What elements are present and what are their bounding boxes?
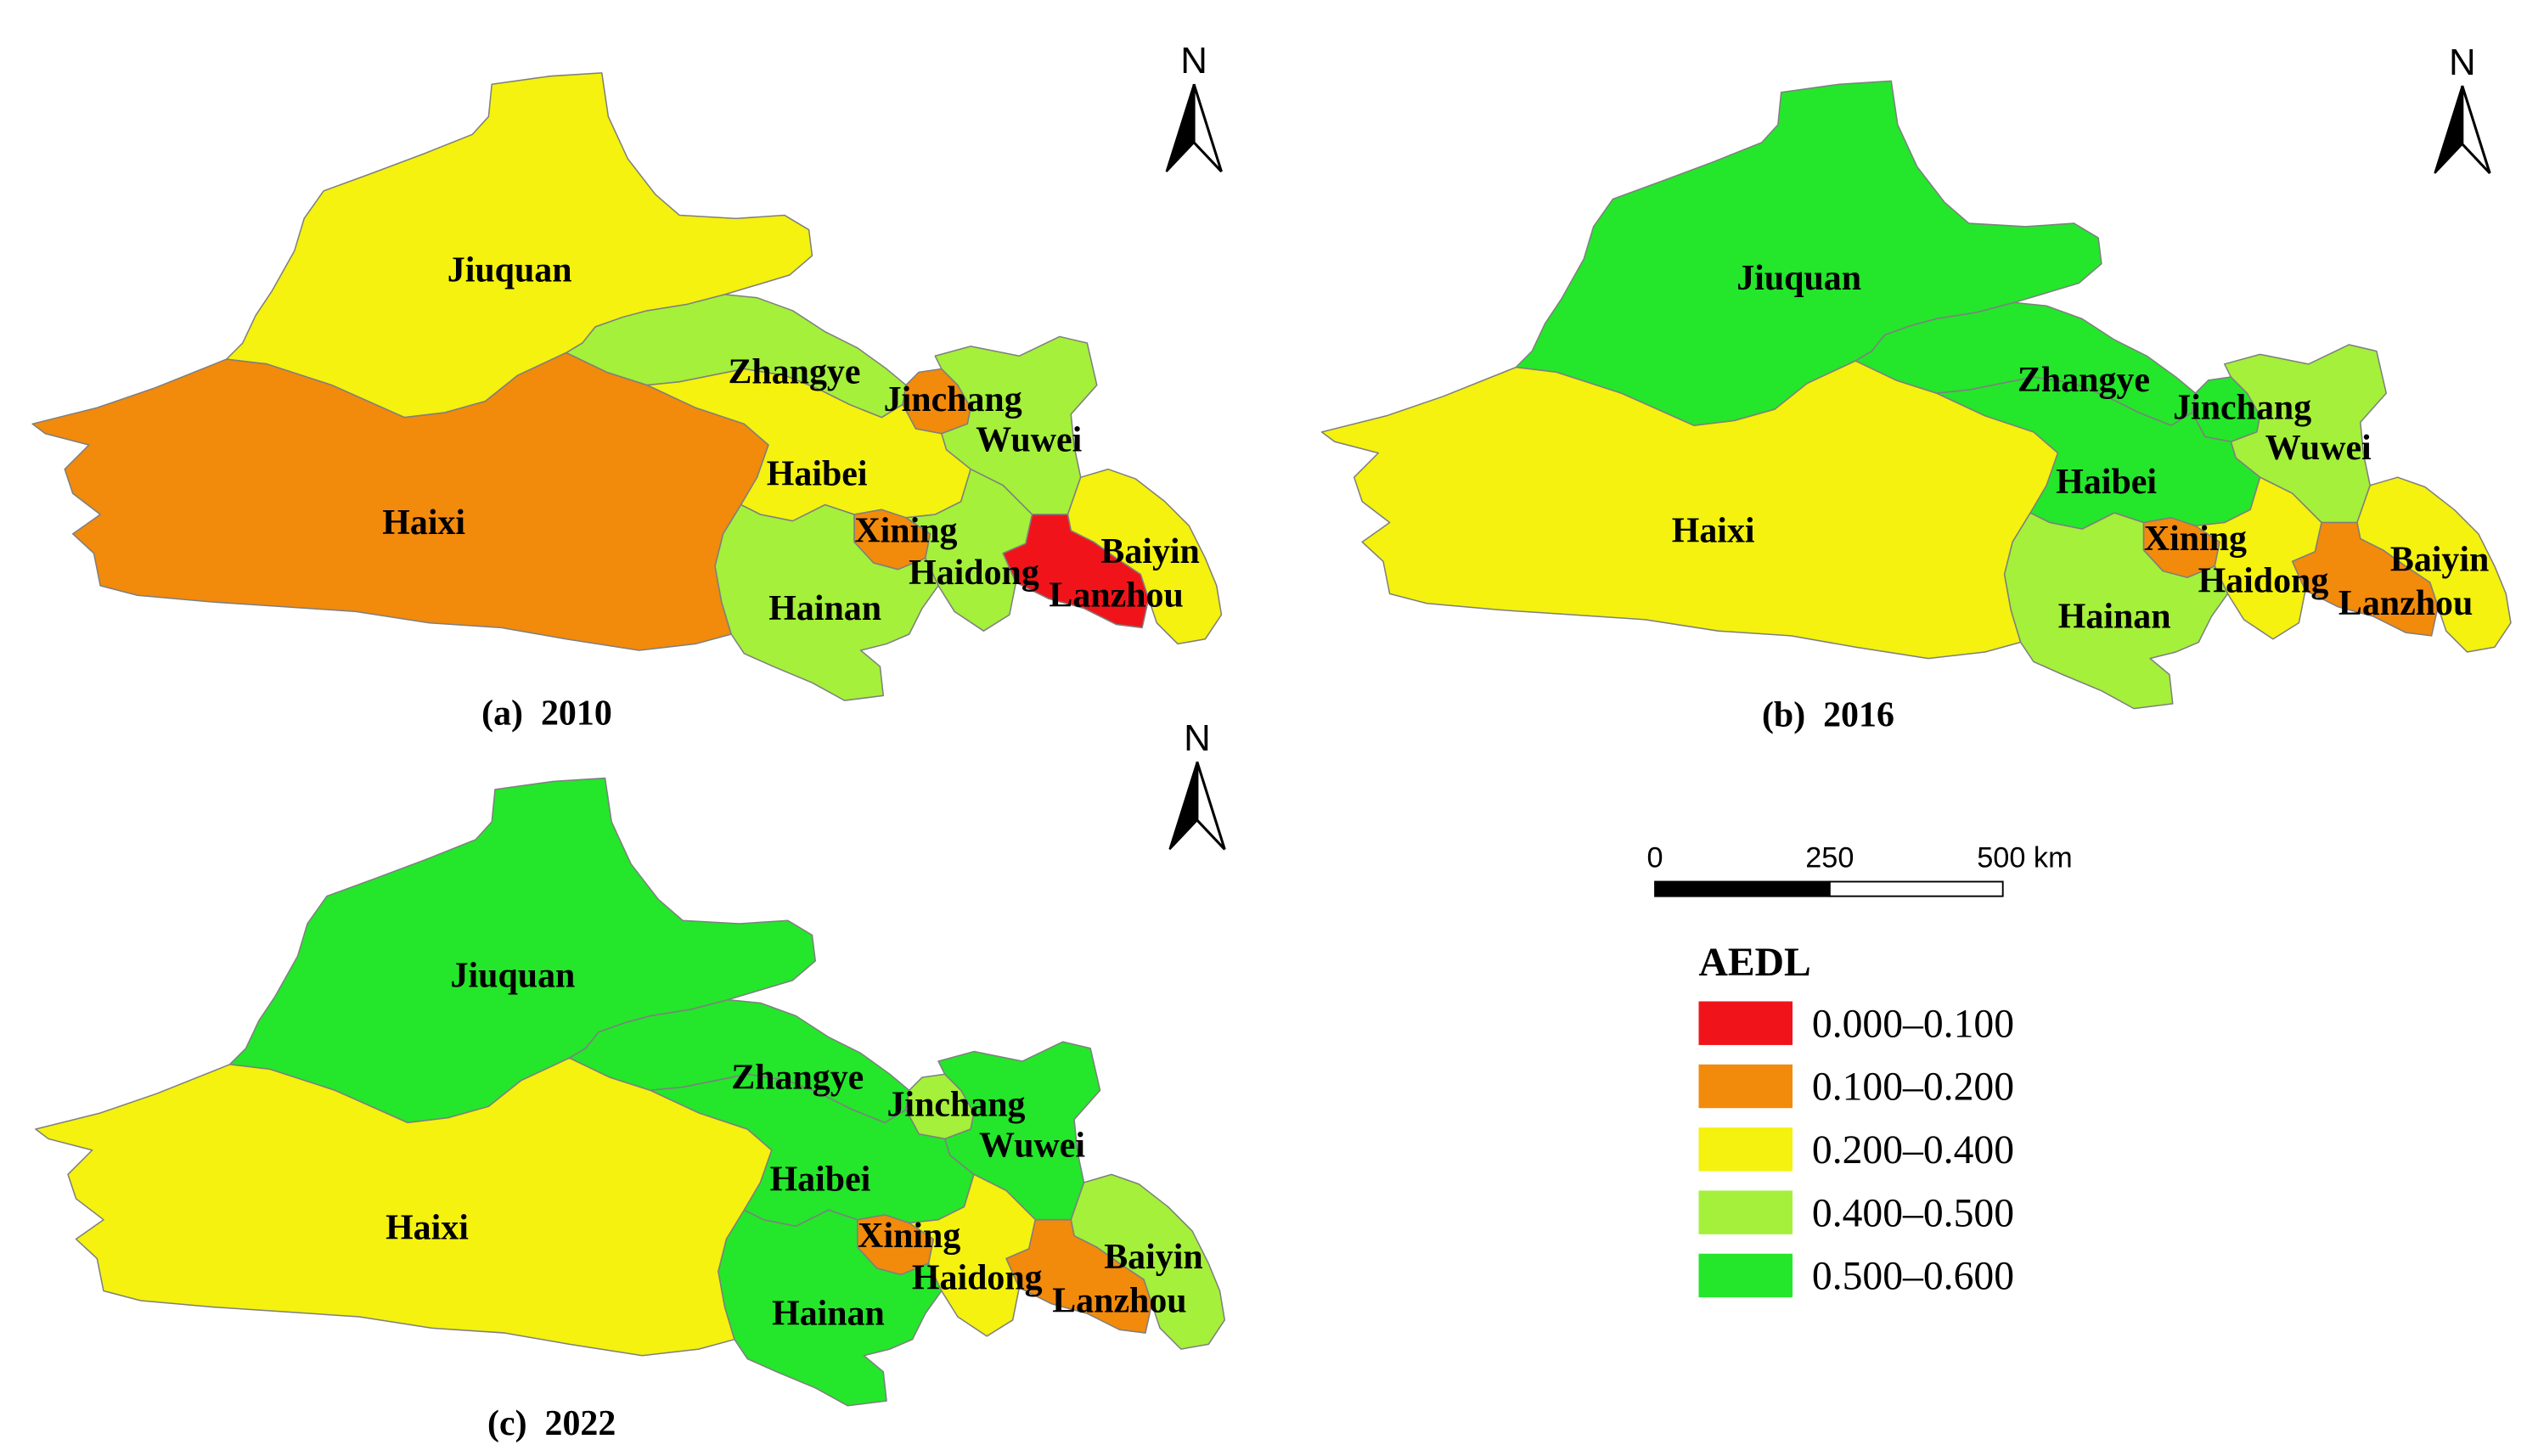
legend-label: 0.000–0.100: [1812, 1002, 2014, 1046]
scale-bar-white-segment: [1828, 880, 2004, 897]
region-lanzhou: [1002, 514, 1150, 629]
region-label-xining: Xining: [2144, 520, 2247, 559]
region-label-wuwei: Wuwei: [979, 1126, 1085, 1165]
region-label-zhangye: Zhangye: [728, 353, 860, 392]
region-label-jinchang: Jinchang: [886, 1086, 1025, 1125]
legend-label: 0.500–0.600: [1812, 1255, 2014, 1299]
region-lanzhou: [1005, 1218, 1153, 1334]
north-arrow-right-half: [1196, 762, 1226, 851]
legend-items: 0.000–0.100 0.100–0.200 0.200–0.400 0.400–0…: [1698, 1001, 2014, 1299]
scale-tick-label-500-km: 500 km: [1977, 841, 2072, 874]
scale-tick-label-0: 0: [1647, 841, 1663, 874]
region-label-haibei: Haibei: [770, 1160, 871, 1199]
map-panels: JiuquanHaixiZhangyeJinchangWuweiHaibeiXi…: [31, 40, 2512, 1443]
region-label-haixi: Haixi: [382, 503, 465, 542]
north-label: N: [1184, 717, 1211, 759]
legend-label: 0.200–0.400: [1812, 1128, 2014, 1172]
legend-title: AEDL: [1699, 941, 1811, 985]
panel-caption: (c) 2022: [487, 1404, 616, 1443]
panel-caption: (a) 2010: [481, 694, 612, 734]
legend-item: 0.400–0.500: [1698, 1190, 2014, 1235]
legend-swatch: [1698, 1127, 1793, 1172]
region-polygons: [35, 777, 1226, 1407]
legend-item: 0.200–0.400: [1698, 1127, 2014, 1172]
region-polygons: [1320, 80, 2512, 710]
region-label-hainan: Hainan: [2058, 597, 2171, 636]
region-label-haidong: Haidong: [909, 554, 1039, 593]
legend-swatch: [1698, 1253, 1793, 1298]
region-hainan: [714, 503, 939, 701]
north-arrow-icon: N: [1168, 717, 1226, 851]
legend: AEDL 0.000–0.1000.100–0.2000.200–0.4000.…: [1698, 941, 2014, 1299]
region-label-haidong: Haidong: [912, 1259, 1043, 1298]
region-label-jiuquan: Jiuquan: [447, 251, 572, 290]
legend-item: 0.500–0.600: [1698, 1253, 2014, 1299]
legend-swatch: [1698, 1001, 1793, 1045]
region-label-baiyin: Baiyin: [1104, 1238, 1202, 1277]
region-polygons: [31, 72, 1223, 701]
region-label-wuwei: Wuwei: [2265, 429, 2372, 468]
region-label-haixi: Haixi: [386, 1209, 469, 1248]
region-label-xining: Xining: [858, 1217, 960, 1256]
scale-bar-black-segment: [1654, 880, 1831, 897]
legend-swatch: [1698, 1064, 1793, 1109]
region-label-hainan: Hainan: [772, 1295, 885, 1334]
region-label-xining: Xining: [854, 511, 957, 550]
region-label-haidong: Haidong: [2198, 561, 2329, 600]
legend-item: 0.100–0.200: [1698, 1064, 2014, 1110]
north-label: N: [1180, 40, 1207, 82]
region-label-baiyin: Baiyin: [2390, 541, 2489, 580]
region-label-lanzhou: Lanzhou: [1049, 576, 1183, 616]
legend-swatch: [1698, 1190, 1793, 1234]
legend-item: 0.000–0.100: [1698, 1001, 2014, 1046]
region-label-jiuquan: Jiuquan: [1736, 259, 1861, 298]
region-label-zhangye: Zhangye: [731, 1058, 864, 1097]
region-label-baiyin: Baiyin: [1100, 532, 1199, 571]
panel-caption: (b) 2016: [1762, 696, 1894, 735]
region-label-haibei: Haibei: [2056, 463, 2157, 502]
region-label-jinchang: Jinchang: [884, 380, 1022, 419]
region-label-hainan: Hainan: [768, 589, 881, 628]
north-arrow-icon: N: [2434, 42, 2491, 175]
region-label-lanzhou: Lanzhou: [2338, 584, 2473, 623]
north-label: N: [2449, 42, 2476, 83]
region-label-haixi: Haixi: [1672, 511, 1755, 550]
region-hainan: [718, 1209, 943, 1407]
north-arrow-right-half: [2461, 85, 2491, 175]
north-arrow-right-half: [1192, 83, 1223, 173]
region-label-wuwei: Wuwei: [976, 421, 1082, 460]
north-arrow-icon: N: [1165, 40, 1223, 173]
region-label-jiuquan: Jiuquan: [451, 956, 576, 995]
region-label-jinchang: Jinchang: [2173, 389, 2311, 428]
region-label-zhangye: Zhangye: [2018, 361, 2150, 400]
scale-tick-label-250: 250: [1805, 841, 1854, 874]
scale-bar: 0 250 500 km: [1647, 841, 2073, 897]
legend-label: 0.400–0.500: [1812, 1191, 2014, 1235]
region-hainan: [2003, 512, 2229, 710]
region-label-haibei: Haibei: [767, 455, 868, 494]
legend-label: 0.100–0.200: [1812, 1065, 2014, 1110]
region-label-lanzhou: Lanzhou: [1052, 1281, 1186, 1320]
region-lanzhou: [2291, 521, 2439, 637]
